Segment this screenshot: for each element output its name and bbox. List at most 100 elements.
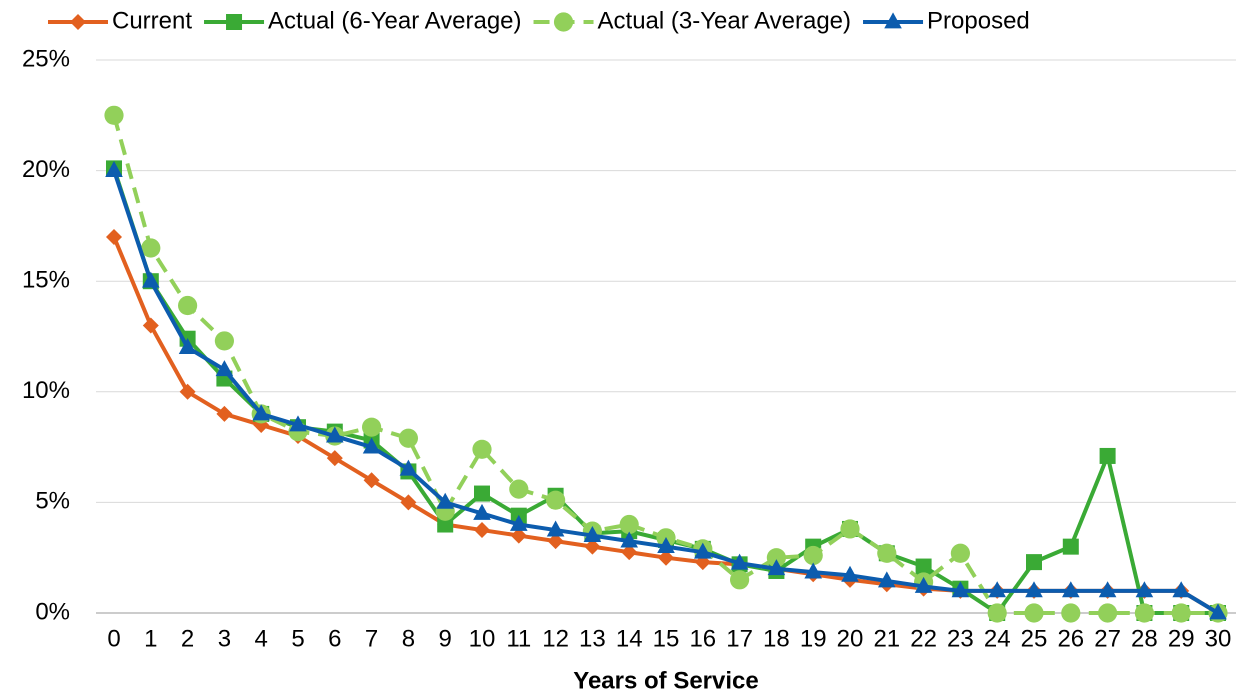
- x-tick-label: 11: [506, 625, 531, 652]
- marker: [178, 295, 198, 316]
- marker: [104, 105, 124, 125]
- x-axis-title: Years of Service: [573, 667, 758, 694]
- marker: [766, 548, 787, 568]
- x-tick-label: 27: [1094, 625, 1121, 652]
- x-tick-label: 24: [984, 625, 1011, 652]
- legend-item: Proposed: [863, 7, 1030, 34]
- marker: [804, 562, 822, 579]
- legend-label: Actual (6-Year Average): [268, 7, 522, 34]
- marker: [70, 14, 86, 30]
- marker: [1024, 603, 1044, 623]
- marker: [1172, 581, 1190, 598]
- y-tick-label: 15%: [22, 267, 70, 294]
- legend-label: Actual (3-Year Average): [598, 7, 852, 34]
- marker: [178, 337, 197, 354]
- x-tick-label: 26: [1057, 625, 1084, 652]
- marker: [215, 360, 234, 377]
- x-tick-label: 8: [402, 625, 415, 652]
- x-tick-label: 14: [616, 625, 643, 652]
- marker: [694, 542, 712, 559]
- marker: [326, 450, 343, 467]
- marker: [1209, 603, 1227, 620]
- legend-label: Current: [112, 7, 192, 34]
- marker: [803, 545, 823, 566]
- marker: [987, 603, 1007, 623]
- x-tick-label: 25: [1021, 625, 1048, 652]
- x-tick-label: 15: [653, 625, 680, 652]
- y-tick-label: 0%: [35, 598, 70, 625]
- marker: [1099, 447, 1116, 464]
- marker: [657, 537, 675, 554]
- x-tick-label: 17: [726, 625, 753, 652]
- marker: [1134, 603, 1154, 623]
- legend-item: Actual (6-Year Average): [204, 7, 522, 34]
- legend-item: Current: [48, 7, 192, 34]
- marker: [767, 559, 786, 576]
- marker: [363, 472, 380, 489]
- y-tick-label: 10%: [22, 377, 70, 404]
- marker: [546, 520, 565, 537]
- x-tick-label: 23: [947, 625, 974, 652]
- x-tick-label: 10: [469, 625, 496, 652]
- marker: [400, 494, 417, 511]
- x-tick-label: 12: [542, 625, 569, 652]
- y-tick-label: 20%: [22, 156, 70, 183]
- marker: [398, 428, 418, 448]
- marker: [141, 238, 161, 258]
- x-tick-label: 22: [910, 625, 937, 652]
- marker: [226, 14, 243, 30]
- marker: [362, 437, 381, 454]
- marker: [436, 492, 454, 509]
- marker: [915, 558, 932, 575]
- x-tick-label: 0: [107, 625, 120, 652]
- marker: [1062, 581, 1080, 598]
- marker: [142, 317, 159, 334]
- marker: [510, 527, 527, 544]
- marker: [473, 503, 491, 520]
- marker: [216, 405, 233, 422]
- marker: [289, 415, 307, 432]
- marker: [730, 570, 750, 590]
- marker: [362, 417, 382, 437]
- marker: [584, 538, 601, 555]
- marker: [841, 565, 859, 582]
- x-tick-label: 2: [181, 625, 194, 652]
- marker: [1098, 581, 1117, 598]
- marker: [1098, 603, 1118, 623]
- marker: [1026, 554, 1042, 571]
- marker: [658, 549, 674, 566]
- marker: [730, 553, 749, 570]
- marker: [142, 271, 160, 288]
- marker: [1061, 603, 1081, 623]
- marker: [1135, 581, 1154, 598]
- x-tick-label: 4: [255, 625, 268, 652]
- marker: [472, 439, 492, 459]
- marker: [1062, 538, 1079, 555]
- marker: [179, 383, 196, 400]
- marker: [877, 543, 897, 563]
- marker: [547, 533, 564, 550]
- marker: [214, 331, 234, 351]
- marker: [106, 228, 122, 245]
- x-tick-label: 21: [873, 625, 900, 652]
- marker: [474, 522, 490, 539]
- x-tick-label: 28: [1131, 625, 1158, 652]
- marker: [510, 514, 528, 531]
- marker: [252, 404, 270, 421]
- marker: [553, 12, 574, 32]
- y-tick-label: 5%: [35, 488, 70, 515]
- x-tick-label: 18: [763, 625, 790, 652]
- marker: [509, 479, 529, 499]
- x-tick-label: 6: [328, 625, 341, 652]
- marker: [399, 459, 418, 476]
- marker: [950, 543, 971, 563]
- marker: [914, 576, 933, 593]
- marker: [546, 490, 566, 510]
- marker: [1171, 603, 1191, 623]
- x-tick-label: 29: [1168, 625, 1195, 652]
- marker: [326, 426, 344, 443]
- marker: [437, 516, 454, 533]
- marker: [583, 525, 602, 542]
- x-tick-label: 13: [579, 625, 606, 652]
